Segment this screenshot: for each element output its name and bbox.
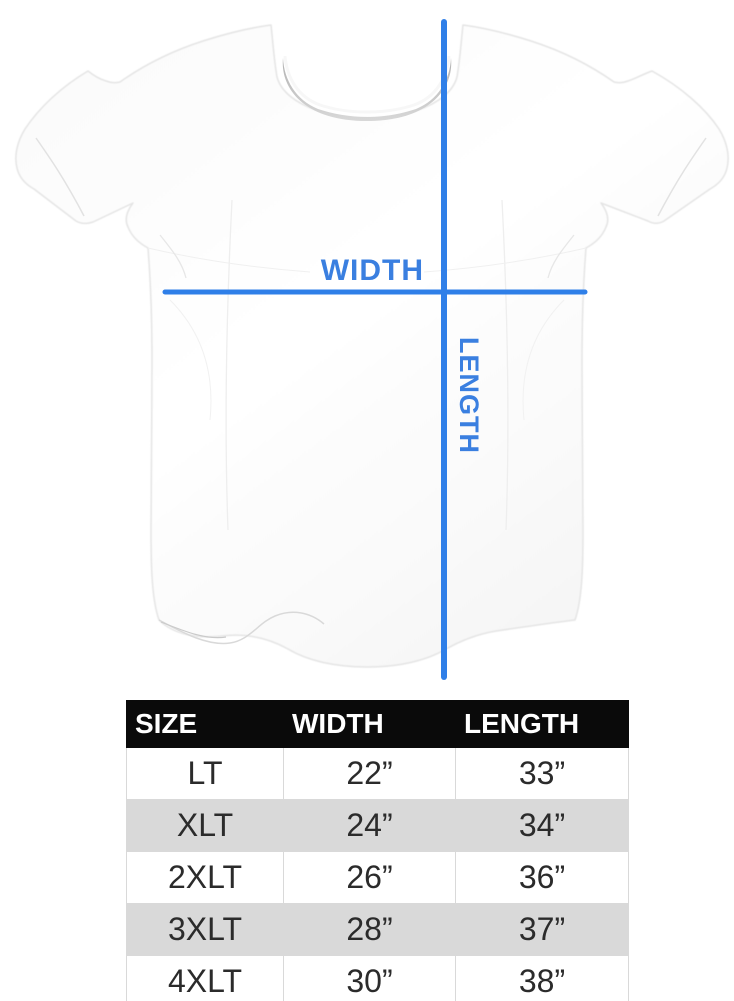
svg-text:WIDTH: WIDTH xyxy=(321,254,424,287)
svg-text:LENGTH: LENGTH xyxy=(454,337,484,454)
